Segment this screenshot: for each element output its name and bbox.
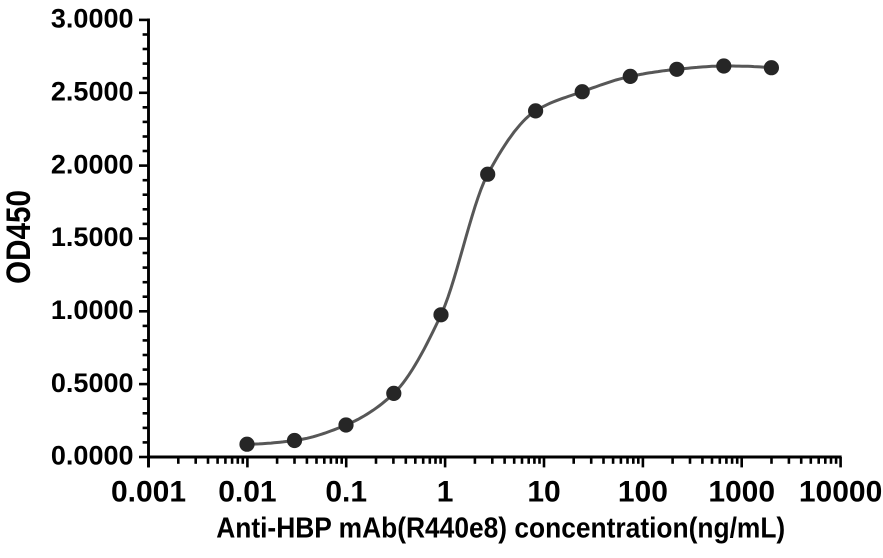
svg-text:0.01: 0.01 <box>218 476 276 509</box>
svg-text:3.0000: 3.0000 <box>51 4 134 34</box>
svg-text:0.1: 0.1 <box>325 476 367 509</box>
svg-text:2.0000: 2.0000 <box>51 149 134 179</box>
svg-text:10: 10 <box>527 476 560 509</box>
svg-text:2.5000: 2.5000 <box>51 76 134 106</box>
svg-text:OD450: OD450 <box>0 190 38 284</box>
svg-text:100: 100 <box>618 476 668 509</box>
svg-text:0.5000: 0.5000 <box>51 368 134 398</box>
svg-text:10000: 10000 <box>799 476 882 509</box>
svg-text:1000: 1000 <box>708 476 775 509</box>
svg-text:Anti-HBP mAb(R440e8) concentra: Anti-HBP mAb(R440e8) concentration(ng/mL… <box>216 512 785 544</box>
svg-text:1.0000: 1.0000 <box>51 295 134 325</box>
svg-text:1: 1 <box>437 476 454 509</box>
svg-text:0.001: 0.001 <box>111 476 186 509</box>
svg-text:1.5000: 1.5000 <box>51 222 134 252</box>
svg-text:0.0000: 0.0000 <box>51 441 134 471</box>
